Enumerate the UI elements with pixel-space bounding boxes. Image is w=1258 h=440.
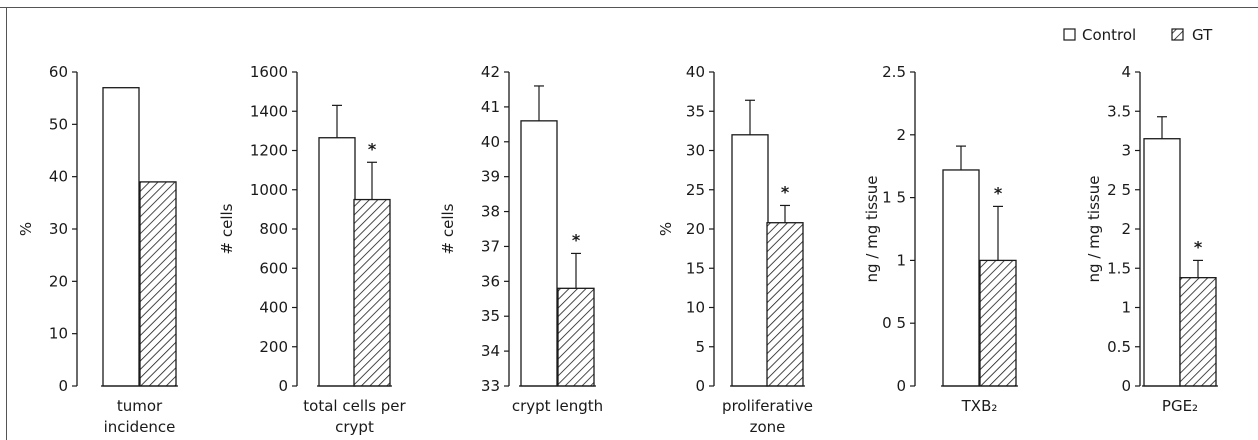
y-tick-label: 1400 bbox=[250, 102, 288, 120]
y-tick-label: 1.5 bbox=[1107, 259, 1131, 277]
y-axis-label: % bbox=[17, 222, 35, 236]
y-tick-label: 60 bbox=[49, 63, 68, 81]
legend: Control GT bbox=[1063, 26, 1213, 44]
category-label: crypt bbox=[335, 418, 374, 436]
chart-panel-6: 0 0.5 1 1.5 2 2 5 3 3.5 4 ng / mg tissue * PGE₂ bbox=[1085, 63, 1218, 415]
bar-gt bbox=[353, 198, 391, 387]
y-tick-label: 25 bbox=[686, 181, 705, 199]
legend-gt-label: GT bbox=[1192, 26, 1213, 44]
legend-control-swatch bbox=[1063, 28, 1076, 41]
chart-panel-1: 0 10 20 30 40 50 60% tumor incidence bbox=[17, 63, 178, 436]
category-label: crypt length bbox=[512, 397, 603, 415]
bar-control bbox=[520, 120, 558, 387]
category-label: proliferative bbox=[722, 397, 813, 415]
significance-marker: * bbox=[368, 139, 377, 158]
y-axis-label: ng / mg tissue bbox=[1085, 176, 1103, 283]
bar-control bbox=[731, 134, 769, 387]
y-tick-label: 200 bbox=[259, 338, 288, 356]
y-tick-label: 4 bbox=[1121, 63, 1131, 81]
y-tick-label: 10 bbox=[49, 325, 68, 343]
y-tick-label: 1 bbox=[896, 251, 906, 269]
y-tick-label: 42 bbox=[481, 63, 500, 81]
y-tick-label: 800 bbox=[259, 220, 288, 238]
y-tick-label: 20 bbox=[49, 272, 68, 290]
category-label: total cells per bbox=[303, 397, 406, 415]
y-tick-label: 10 bbox=[686, 299, 705, 317]
y-tick-label: 0 bbox=[896, 377, 906, 395]
category-label: PGE₂ bbox=[1162, 397, 1198, 415]
bar-gt bbox=[766, 222, 804, 387]
chart-panel-4: 0 5 10 15 20 25 30 35 40% * proliferative zone bbox=[657, 63, 813, 436]
y-tick-label: 2 bbox=[1121, 220, 1131, 238]
y-tick-label: 1600 bbox=[250, 63, 288, 81]
y-tick-label: 33 bbox=[481, 377, 500, 395]
bar-control bbox=[318, 137, 356, 387]
y-tick-label: 40 bbox=[686, 63, 705, 81]
y-tick-label: 40 bbox=[49, 168, 68, 186]
chart-panel-3: 33 34 35 36 37 38 39 40 41 42 # cells * crypt length bbox=[439, 63, 603, 415]
bar-gt bbox=[557, 287, 595, 387]
y-tick-label: 36 bbox=[481, 272, 500, 290]
y-tick-label: 1200 bbox=[250, 142, 288, 160]
chart-panel-5: 0 0 5 1 1 5 2 2.5 ng / mg tissue * TXB₂ bbox=[863, 63, 1018, 415]
y-tick-label: 35 bbox=[686, 102, 705, 120]
chart-panels: 0102030405060%tumorincidence020040060080… bbox=[17, 63, 1218, 436]
bar-control bbox=[942, 169, 980, 387]
category-label: incidence bbox=[104, 418, 176, 436]
y-tick-label: 34 bbox=[481, 342, 500, 360]
y-tick-label: 1 bbox=[1121, 299, 1131, 317]
y-tick-label: 35 bbox=[481, 307, 500, 325]
chart-panel-2: 0 200 400 600 800 1000 1200 1400 1600 # cells * tot… bbox=[218, 63, 407, 436]
y-axis-label: # cells bbox=[439, 203, 457, 254]
y-tick-label: 0 bbox=[1121, 377, 1131, 395]
y-tick-label: 37 bbox=[481, 237, 500, 255]
significance-marker: * bbox=[781, 182, 790, 201]
y-tick-label: 30 bbox=[49, 220, 68, 238]
bar-control bbox=[102, 87, 140, 387]
y-tick-label: 0 bbox=[58, 377, 68, 395]
y-tick-label: 30 bbox=[686, 142, 705, 160]
y-tick-label: 3 bbox=[1121, 142, 1131, 160]
y-tick-label: 41 bbox=[481, 98, 500, 116]
y-tick-label: 15 bbox=[686, 259, 705, 277]
y-tick-label: 600 bbox=[259, 259, 288, 277]
y-tick-label: 2 bbox=[896, 126, 906, 144]
y-tick-label: 400 bbox=[259, 299, 288, 317]
y-tick-label: 1 5 bbox=[882, 189, 906, 207]
significance-marker: * bbox=[994, 183, 1003, 202]
category-label: tumor bbox=[117, 397, 163, 415]
y-tick-label: 40 bbox=[481, 133, 500, 151]
y-axis-label: # cells bbox=[218, 203, 236, 254]
bar-control bbox=[1143, 138, 1181, 387]
y-tick-label: 0 bbox=[278, 377, 288, 395]
category-label: zone bbox=[750, 418, 786, 436]
y-tick-label: 39 bbox=[481, 168, 500, 186]
significance-marker: * bbox=[1194, 237, 1203, 256]
y-tick-label: 2 5 bbox=[1107, 181, 1131, 199]
y-axis-label: ng / mg tissue bbox=[863, 176, 881, 283]
y-axis-label: % bbox=[657, 222, 675, 236]
bar-gt bbox=[1179, 277, 1217, 387]
y-tick-label: 38 bbox=[481, 203, 500, 221]
y-tick-label: 5 bbox=[695, 338, 705, 356]
legend-gt-swatch bbox=[1171, 28, 1184, 41]
category-label: TXB₂ bbox=[961, 397, 998, 415]
bar-gt bbox=[979, 259, 1017, 387]
legend-control-label: Control bbox=[1082, 26, 1136, 44]
y-tick-label: 50 bbox=[49, 115, 68, 133]
y-tick-label: 20 bbox=[686, 220, 705, 238]
y-tick-label: 1000 bbox=[250, 181, 288, 199]
y-tick-label: 0 5 bbox=[882, 314, 906, 332]
y-tick-label: 0 bbox=[695, 377, 705, 395]
y-tick-label: 0.5 bbox=[1107, 338, 1131, 356]
bar-gt bbox=[139, 181, 177, 387]
significance-marker: * bbox=[572, 230, 581, 249]
y-tick-label: 3.5 bbox=[1107, 102, 1131, 120]
y-tick-label: 2.5 bbox=[882, 63, 906, 81]
